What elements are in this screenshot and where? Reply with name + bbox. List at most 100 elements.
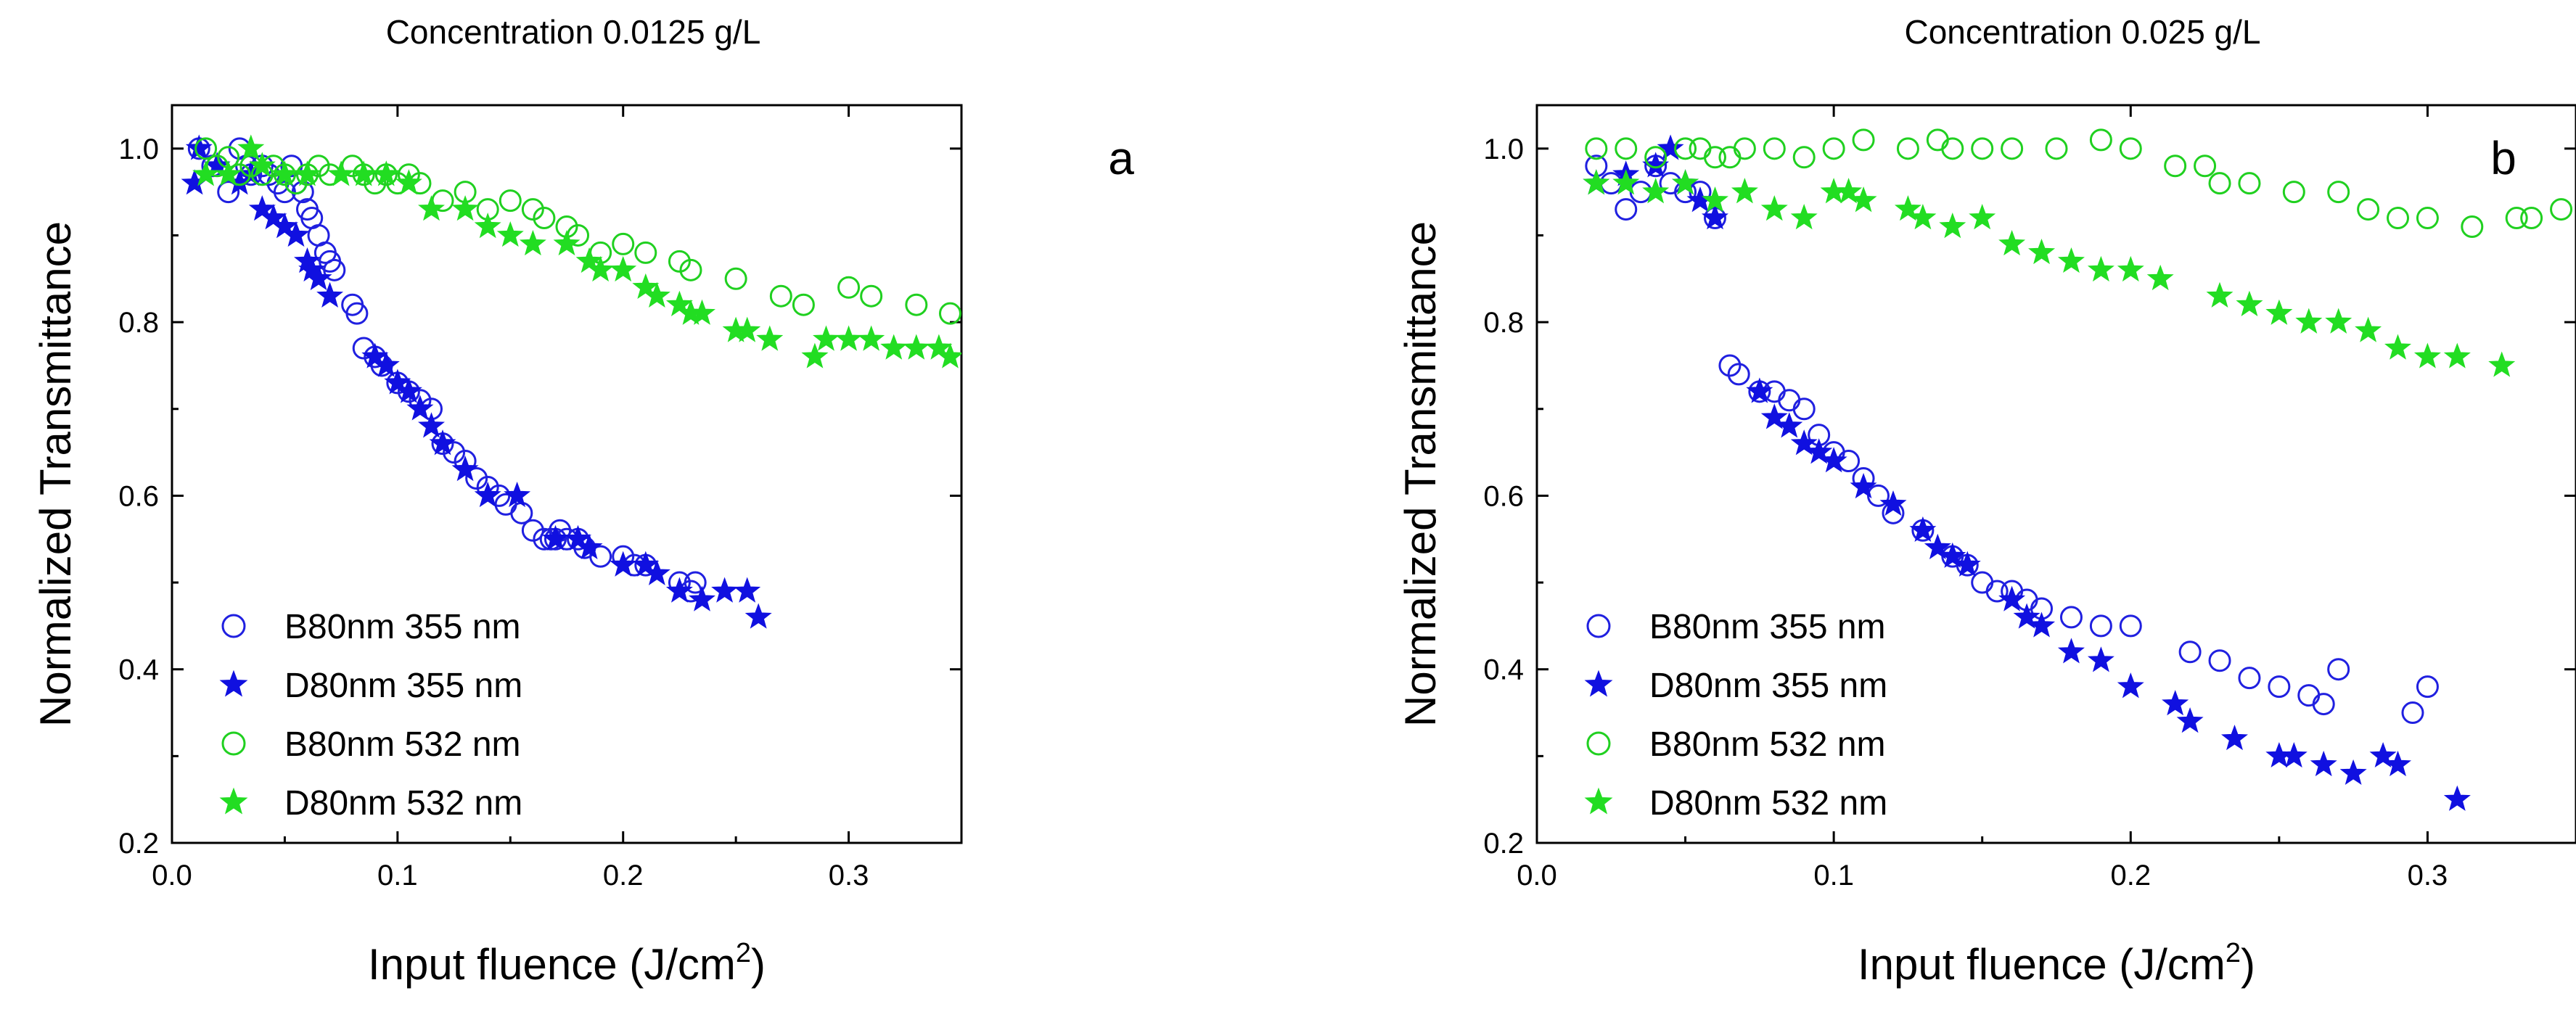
- x-tick-label: 0.2: [2110, 860, 2151, 891]
- legend-label: D80nm 532 nm: [1649, 784, 1887, 823]
- y-tick-label: 1.0: [1483, 133, 1524, 165]
- data-point-s1: [689, 585, 715, 611]
- data-point-s3: [2443, 342, 2471, 368]
- data-point-s0: [1792, 398, 1816, 421]
- x-tick-label: 0.1: [377, 860, 418, 891]
- data-point-s1: [2310, 750, 2337, 777]
- x-axis-label: Input fluence (J/cm2): [1858, 938, 2255, 989]
- data-point-s0: [1985, 580, 2009, 603]
- data-point-s2: [2238, 172, 2261, 195]
- data-point-s3: [1612, 169, 1640, 195]
- data-point-s2: [2001, 137, 2024, 160]
- data-point-s1: [185, 134, 213, 160]
- data-point-s1: [1953, 551, 1981, 577]
- y-tick-label: 0.4: [118, 654, 159, 686]
- data-point-s2: [2089, 128, 2112, 152]
- data-point-s0: [521, 519, 544, 542]
- data-point-s3: [496, 221, 524, 247]
- data-point-s2: [284, 172, 308, 195]
- data-point-s3: [756, 325, 784, 351]
- chart-title: Concentration 0.0125 g/L: [386, 13, 761, 51]
- data-point-s3: [1731, 178, 1758, 204]
- data-point-s3: [350, 160, 377, 186]
- data-point-s3: [1850, 186, 1877, 213]
- data-point-s2: [2416, 207, 2439, 230]
- data-point-s3: [372, 160, 400, 186]
- legend: B80nm 355 nm D80nm 355 nm B80nm 532 nm D80n…: [219, 608, 522, 823]
- data-point-s1: [2117, 672, 2144, 699]
- data-point-s1: [1998, 585, 2026, 611]
- data-point-s1: [1702, 204, 1728, 230]
- data-point-s2: [2282, 181, 2305, 204]
- data-point-s3: [2028, 238, 2056, 265]
- data-point-s2: [2194, 155, 2217, 178]
- data-point-s1: [2384, 750, 2411, 777]
- data-point-s2: [792, 293, 815, 316]
- panel-letter: b: [2490, 132, 2516, 184]
- data-point-s3: [519, 229, 546, 256]
- data-point-s3: [294, 160, 321, 186]
- data-point-s3: [2265, 299, 2293, 325]
- data-point-s3: [2355, 316, 2382, 342]
- data-point-s3: [1894, 195, 1921, 221]
- data-point-s3: [237, 134, 265, 160]
- data-points: [181, 134, 961, 629]
- x-tick-label: 0.0: [152, 860, 192, 891]
- x-axis-label: Input fluence (J/cm2): [368, 938, 766, 989]
- data-point-s2: [1689, 137, 1712, 160]
- legend-label: B80nm 532 nm: [284, 725, 521, 764]
- data-point-s2: [1763, 137, 1786, 160]
- plot-frame: [1535, 104, 2576, 844]
- y-tick-label: 0.8: [1483, 307, 1524, 339]
- data-point-s0: [1727, 363, 1750, 386]
- data-point-s2: [2327, 181, 2350, 204]
- data-point-s0: [2327, 658, 2350, 681]
- data-point-s3: [2488, 351, 2516, 377]
- data-point-s3: [418, 195, 445, 221]
- y-tick-label: 0.6: [1483, 480, 1524, 512]
- data-point-s2: [1852, 128, 1875, 152]
- data-point-s3: [192, 160, 220, 186]
- data-point-s1: [372, 351, 400, 377]
- legend-label: D80nm 532 nm: [284, 784, 522, 823]
- data-point-s0: [1615, 198, 1638, 221]
- data-point-s2: [2045, 137, 2068, 160]
- legend-marker: [221, 731, 246, 756]
- data-point-s3: [2117, 255, 2144, 282]
- data-point-s0: [2401, 701, 2424, 725]
- data-point-s1: [1879, 490, 1907, 516]
- data-point-s2: [194, 137, 218, 160]
- data-point-s3: [1672, 169, 1699, 195]
- data-point-s0: [465, 466, 488, 490]
- x-tick-label: 0.0: [1517, 860, 1557, 891]
- y-tick-label: 0.4: [1483, 654, 1524, 686]
- data-point-s1: [2221, 724, 2248, 751]
- data-point-s2: [2520, 207, 2543, 230]
- data-point-s1: [418, 412, 445, 438]
- data-point-s1: [2280, 741, 2308, 768]
- data-point-s0: [345, 302, 369, 325]
- data-point-s1: [282, 221, 310, 247]
- y-tick-label: 1.0: [118, 133, 159, 165]
- data-point-s2: [1733, 137, 1756, 160]
- data-point-s3: [587, 255, 615, 282]
- data-point-s1: [1760, 403, 1788, 429]
- legend-label: D80nm 355 nm: [1649, 667, 1887, 705]
- data-point-s1: [643, 559, 670, 585]
- data-point-s3: [451, 195, 479, 221]
- data-point-s1: [429, 429, 456, 456]
- data-point-s1: [2176, 707, 2204, 733]
- data-point-s0: [2089, 614, 2112, 638]
- y-axis-label: Normalized Transmittance: [31, 221, 80, 727]
- legend-label: B80nm 355 nm: [1649, 608, 1886, 646]
- data-point-s0: [2268, 675, 2291, 699]
- data-point-s1: [1657, 134, 1684, 160]
- data-point-s2: [1822, 137, 1845, 160]
- data-point-s3: [689, 299, 715, 325]
- data-point-s0: [2416, 675, 2439, 699]
- legend-label: B80nm 532 nm: [1649, 725, 1886, 764]
- legend-marker: [1586, 731, 1611, 756]
- data-point-s1: [2162, 690, 2189, 716]
- data-point-s1: [1790, 429, 1818, 456]
